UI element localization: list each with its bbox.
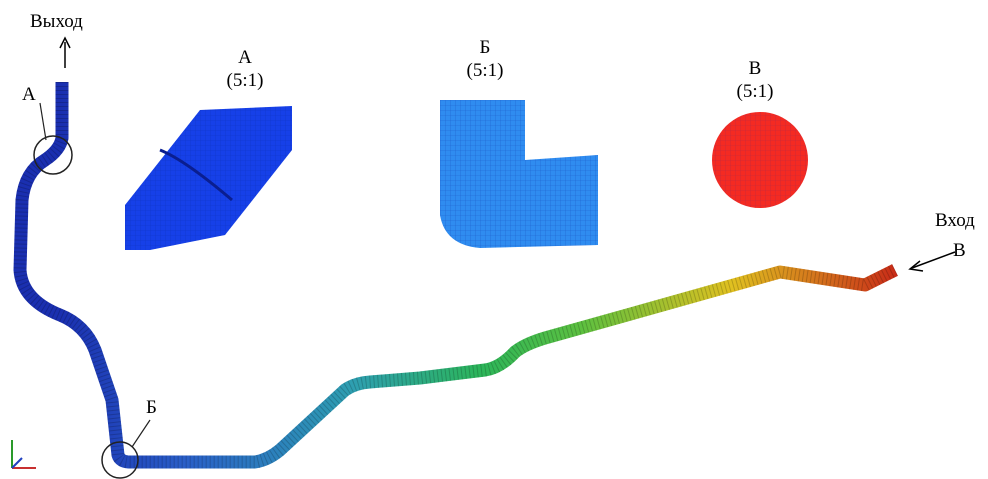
outlet-label: Выход — [30, 11, 83, 32]
point-b-label: Б — [146, 397, 157, 418]
point-v-label: В — [953, 240, 966, 261]
figure: Выход А Б Вход В А (5:1) Б (5:1) В (5:1) — [0, 0, 988, 479]
inset-title: Б — [480, 37, 491, 58]
point-a-label: А — [22, 84, 36, 105]
leader-b — [132, 420, 150, 447]
inset-scale: (5:1) — [467, 60, 504, 81]
leader-a — [40, 103, 46, 140]
inset-title: А — [238, 47, 252, 68]
inset-v-mesh — [712, 112, 808, 208]
inset-scale: (5:1) — [737, 81, 774, 102]
axis-icon-z — [12, 458, 22, 468]
inset-a-mesh — [125, 106, 292, 250]
inset-scale: (5:1) — [227, 70, 264, 91]
inset-title: В — [749, 58, 762, 79]
inlet-label: Вход — [935, 210, 975, 231]
inlet-arrow — [912, 252, 955, 268]
inset-b-mesh — [440, 100, 598, 248]
